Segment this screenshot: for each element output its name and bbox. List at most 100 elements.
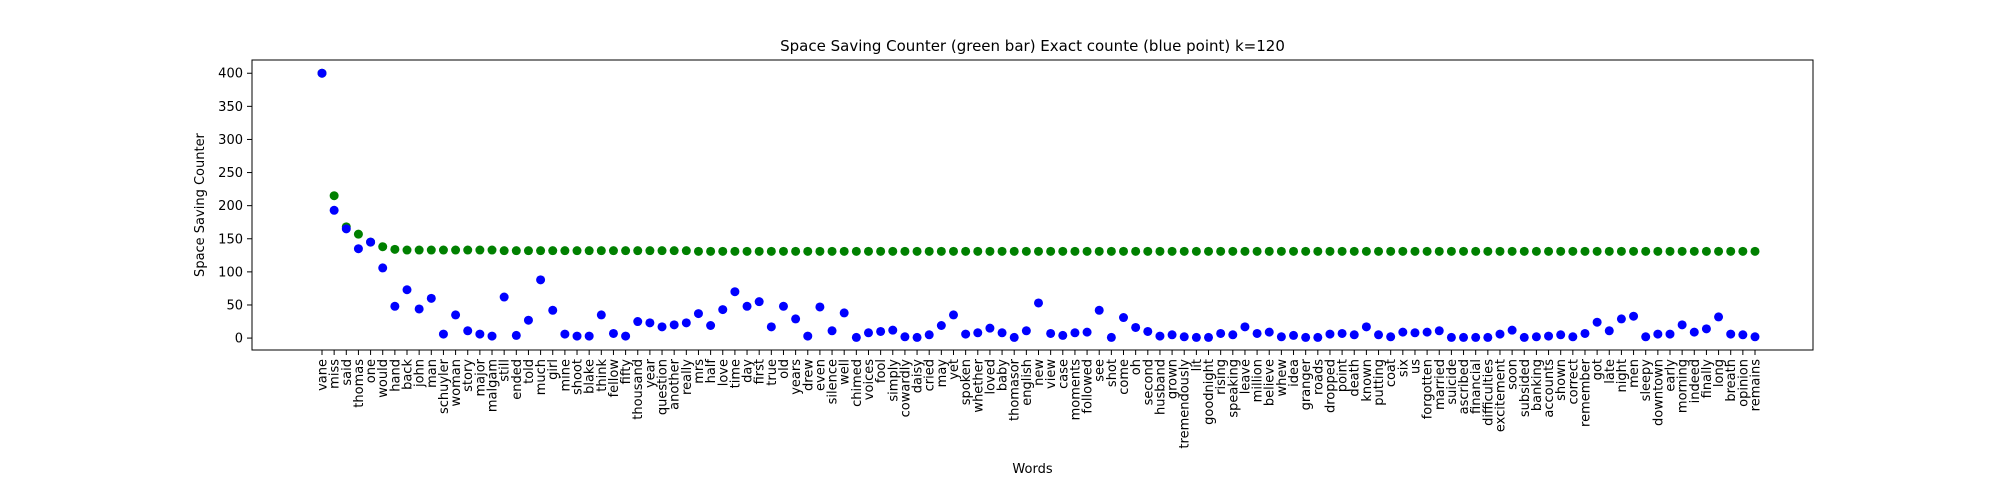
space-saving-point xyxy=(426,245,436,255)
exact-count-point xyxy=(1410,328,1420,338)
x-tick-label: moments xyxy=(1068,359,1083,421)
space-saving-point xyxy=(1276,246,1286,256)
x-tick-label: story xyxy=(461,359,476,392)
space-saving-point xyxy=(1701,246,1711,256)
x-tick-label: difficulties xyxy=(1481,359,1496,426)
exact-count-point xyxy=(1701,324,1711,334)
x-tick-label: sleepy xyxy=(1639,359,1654,402)
space-saving-point xyxy=(1592,246,1602,256)
exact-count-point xyxy=(1677,320,1687,330)
space-saving-point xyxy=(1604,246,1614,256)
exact-count-point xyxy=(1143,326,1153,336)
space-saving-point xyxy=(924,246,934,256)
x-tick-label: woman xyxy=(449,359,464,406)
space-saving-point xyxy=(523,246,533,256)
x-tick-label: view xyxy=(1044,359,1059,389)
space-saving-point xyxy=(985,246,995,256)
space-saving-point xyxy=(1179,246,1189,256)
x-tick-label: shot xyxy=(1105,359,1120,387)
exact-count-point xyxy=(1361,322,1371,332)
x-tick-label: coat xyxy=(1384,359,1399,387)
space-saving-point xyxy=(1301,246,1311,256)
x-tick-label: dropped xyxy=(1323,359,1338,413)
space-saving-point xyxy=(633,246,643,256)
x-tick-label: opinion xyxy=(1736,359,1751,407)
x-tick-label: putting xyxy=(1372,359,1387,406)
exact-count-point xyxy=(888,325,898,335)
exact-count-point xyxy=(1629,311,1639,321)
exact-count-point xyxy=(414,304,424,314)
x-tick-label: suicide xyxy=(1445,359,1460,405)
x-tick-label: thousand xyxy=(631,359,646,420)
x-tick-label: simply xyxy=(886,359,901,402)
y-tick-label: 50 xyxy=(226,298,243,313)
x-tick-label: remember xyxy=(1578,358,1593,427)
space-saving-point xyxy=(1714,246,1724,256)
x-tick-label: finally xyxy=(1700,359,1715,399)
x-tick-label: first xyxy=(753,359,768,384)
x-tick-label: correct xyxy=(1566,359,1581,405)
exact-count-point xyxy=(912,332,922,342)
exact-count-point xyxy=(1398,327,1408,337)
x-tick-label: remains xyxy=(1749,359,1764,412)
space-saving-point xyxy=(888,246,898,256)
exact-count-point xyxy=(1021,326,1031,336)
exact-count-point xyxy=(1301,332,1311,342)
exact-count-point xyxy=(803,331,813,341)
space-saving-point xyxy=(1422,246,1432,256)
space-saving-point xyxy=(912,246,922,256)
x-tick-label: long xyxy=(1712,359,1727,387)
x-tick-label: time xyxy=(728,359,743,388)
x-tick-label: said xyxy=(340,359,355,386)
x-tick-label: death xyxy=(1348,359,1363,397)
x-tick-label: fellow xyxy=(607,359,622,398)
exact-count-point xyxy=(1094,305,1104,315)
exact-count-point xyxy=(1131,322,1141,332)
space-saving-point xyxy=(839,246,849,256)
exact-count-point xyxy=(475,329,485,339)
exact-count-point xyxy=(924,330,934,340)
exact-count-point xyxy=(1604,326,1614,336)
space-saving-point xyxy=(876,246,886,256)
exact-count-point xyxy=(863,328,873,338)
exact-count-point xyxy=(1167,330,1177,340)
exact-count-point xyxy=(1568,332,1578,342)
plot-frame xyxy=(251,59,1814,351)
space-saving-point xyxy=(1677,246,1687,256)
x-tick-label: see xyxy=(1093,359,1108,382)
x-tick-label: schuyler xyxy=(437,358,452,414)
space-saving-point xyxy=(1264,246,1274,256)
x-tick-label: fifty xyxy=(619,359,634,385)
exact-count-point xyxy=(596,310,606,320)
exact-count-point xyxy=(1276,332,1286,342)
x-tick-label: known xyxy=(1360,359,1375,402)
exact-count-point xyxy=(1738,330,1748,340)
space-saving-point xyxy=(548,246,558,256)
x-tick-label: granger xyxy=(1299,358,1314,410)
space-saving-point xyxy=(1580,246,1590,256)
exact-count-point xyxy=(706,321,716,331)
x-tick-label: whew xyxy=(1275,359,1290,397)
exact-count-point xyxy=(839,308,849,318)
exact-count-point xyxy=(438,329,448,339)
space-saving-point xyxy=(1483,246,1493,256)
y-tick-label: 200 xyxy=(218,199,243,214)
space-saving-point xyxy=(1374,246,1384,256)
exact-count-point xyxy=(1191,332,1201,342)
x-tick-label: idea xyxy=(1287,359,1302,387)
space-saving-point xyxy=(706,246,716,256)
space-saving-point xyxy=(475,245,485,255)
space-saving-point xyxy=(414,245,424,255)
x-tick-label: cried xyxy=(923,359,938,391)
space-saving-point xyxy=(742,246,752,256)
x-tick-label: grown xyxy=(1166,359,1181,399)
x-tick-label: soon xyxy=(1506,359,1521,390)
x-tick-label: point xyxy=(1336,359,1351,392)
data-points xyxy=(317,68,1760,342)
exact-count-point xyxy=(985,323,995,333)
x-tick-label: told xyxy=(522,359,537,384)
space-saving-point xyxy=(402,245,412,255)
exact-count-point xyxy=(1665,329,1675,339)
space-saving-point xyxy=(1459,246,1469,256)
exact-count-point xyxy=(961,329,971,339)
